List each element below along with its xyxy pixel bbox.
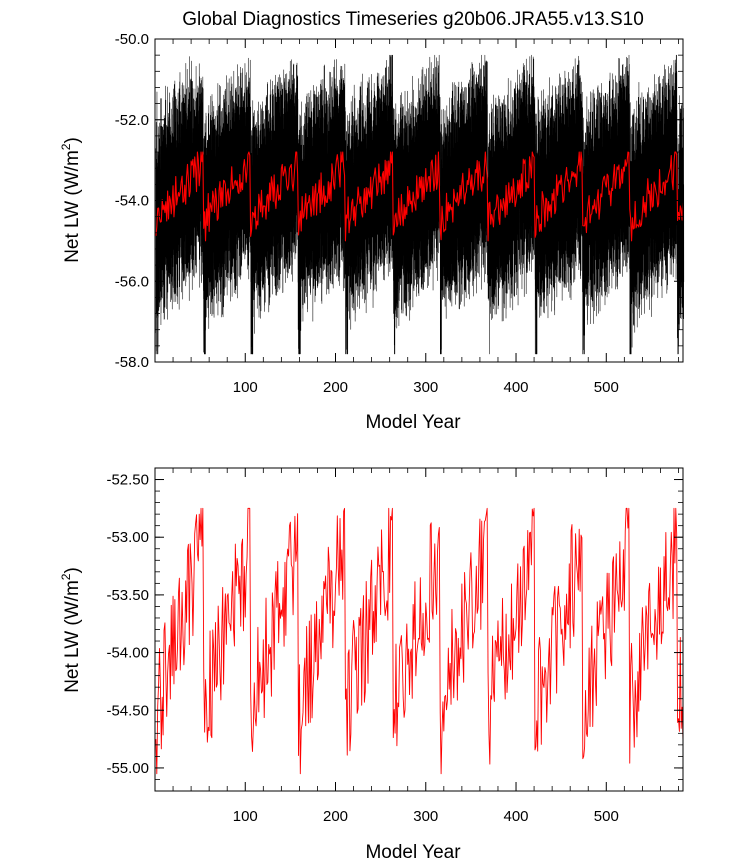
x-tick-label: 300 (413, 808, 438, 825)
top-y-axis-label: Net LW (W/m2) (59, 137, 83, 263)
series-line-0 (155, 507, 684, 775)
bottom-plot-axes: -55.00 -54.50 -54.00 -53.50 -53.00 -52.50 100 2… (106, 467, 684, 825)
y-tick-label: -54.00 (106, 645, 149, 662)
bottom-y-axis-label: Net LW (W/m2) (59, 567, 83, 693)
x-tick-label: 100 (233, 379, 258, 396)
x-tick-label: 300 (413, 379, 438, 396)
x-tick-label: 400 (504, 379, 529, 396)
x-tick-label: 200 (323, 379, 348, 396)
chart-title: Global Diagnostics Timeseries g20b06.JRA… (182, 9, 644, 30)
bottom-panel: -55.00 -54.50 -54.00 -53.50 -53.00 -52.50 100 2… (59, 467, 684, 863)
y-tick-label: -56.0 (115, 273, 149, 290)
bottom-plot-series (155, 507, 684, 775)
y-tick-label: -50.0 (115, 31, 149, 48)
top-plot-series (155, 54, 685, 355)
x-tick-label: 500 (594, 379, 619, 396)
plot-border (154, 38, 684, 363)
bottom-x-axis-label: Model Year (365, 842, 461, 863)
y-tick-label: -58.0 (115, 354, 149, 371)
plot-border (154, 467, 684, 792)
x-tick-label: 500 (594, 808, 619, 825)
y-tick-label: -52.50 (106, 472, 149, 489)
y-tick-label: -53.00 (106, 529, 149, 546)
y-tick-label: -53.50 (106, 587, 149, 604)
series-line-0 (155, 54, 685, 355)
top-plot-axes: -58.0 -56.0 -54.0 -52.0 -50.0 100 200 300 400 500 (115, 31, 684, 396)
x-tick-label: 200 (323, 808, 348, 825)
x-tick-label: 400 (504, 808, 529, 825)
x-tick-label: 100 (233, 808, 258, 825)
y-tick-label: -54.0 (115, 193, 149, 210)
y-tick-label: -54.50 (106, 702, 149, 719)
top-x-axis-label: Model Year (365, 412, 461, 433)
y-tick-label: -52.0 (115, 112, 149, 129)
y-tick-label: -55.00 (106, 760, 149, 777)
series-line-1 (155, 151, 684, 242)
top-panel: -58.0 -56.0 -54.0 -52.0 -50.0 100 200 300 400 500… (59, 31, 685, 433)
